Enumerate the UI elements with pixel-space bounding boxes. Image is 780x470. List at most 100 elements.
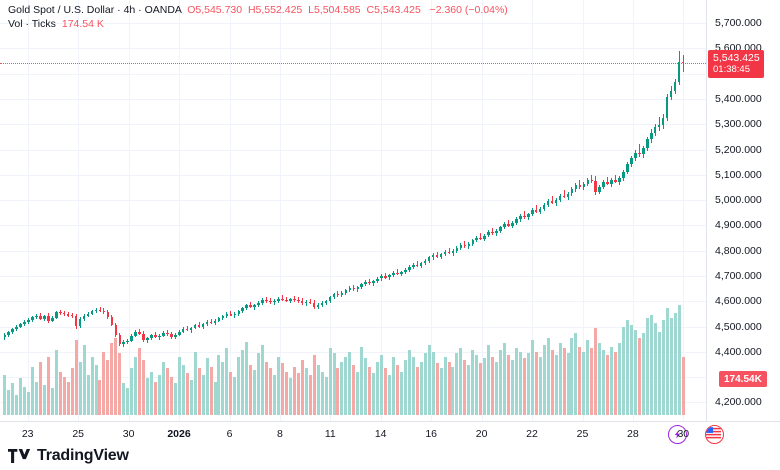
candle-body (475, 237, 478, 240)
candle-body (578, 185, 582, 188)
volume-bar (598, 343, 602, 415)
chart-plot-area[interactable] (0, 0, 706, 421)
time-axis-label: 2026 (167, 428, 191, 440)
grid-line-horizontal (0, 200, 706, 202)
volume-bar (237, 356, 241, 415)
candle-body (102, 310, 106, 313)
candle-body (404, 269, 407, 273)
candle-body (197, 325, 201, 327)
volume-value-badge[interactable]: 174.54K (719, 371, 767, 387)
volume-bar (98, 380, 102, 415)
candle-wick (353, 284, 355, 291)
volume-bar (110, 343, 114, 415)
price-axis-label: 5,100.000 (715, 168, 762, 181)
price-axis-label: 4,800.000 (715, 244, 762, 257)
volume-bar (102, 351, 106, 415)
candle-body (348, 288, 352, 291)
volume-bar (570, 338, 574, 415)
volume-bar (578, 346, 582, 415)
candle-body (582, 183, 586, 188)
grid-line-vertical (229, 0, 231, 421)
volume-bar (332, 353, 336, 415)
candle-body (249, 305, 252, 307)
grid-line-vertical (431, 0, 433, 421)
candle-wick (385, 272, 386, 279)
candle-body (459, 244, 463, 248)
candle-body (229, 314, 233, 316)
volume-bar (657, 331, 661, 415)
candle-body (610, 180, 613, 184)
candle-body (35, 315, 38, 318)
time-axis-label: 30 (122, 428, 135, 440)
tradingview-logo[interactable]: TradingView (8, 447, 129, 465)
volume-bar (582, 351, 586, 415)
us-flag-icon[interactable] (705, 425, 724, 444)
tradingview-wordmark: TradingView (37, 447, 129, 464)
candle-body (130, 335, 133, 341)
candle-body (51, 317, 54, 321)
volume-bar (467, 365, 471, 415)
volume-bar (649, 315, 653, 415)
price-axis-label: 5,700.000 (715, 17, 762, 30)
candle-body (209, 321, 213, 324)
current-price-badge[interactable]: 5,543.425 01:38:45 (708, 49, 764, 78)
candle-body (269, 301, 272, 303)
time-axis-label: 8 (276, 428, 283, 440)
candle-body (499, 227, 502, 231)
volume-bar (245, 341, 249, 415)
candle-body (570, 189, 574, 194)
candle-body (19, 324, 22, 327)
candle-body (245, 305, 248, 309)
time-scale[interactable]: 23 25 30 2026 6 8 11 14 16 20 22 25 28 30 (0, 421, 780, 446)
candle-wick (293, 296, 295, 302)
candle-body (261, 300, 264, 303)
grid-line-horizontal (0, 301, 706, 303)
volume-bar (165, 368, 169, 415)
volume-bar (665, 308, 669, 415)
volume-bar (185, 373, 189, 415)
volume-bar (225, 348, 229, 415)
candle-body (431, 255, 435, 258)
volume-bar (265, 361, 268, 415)
volume-bar (300, 360, 304, 415)
volume-bar (142, 360, 146, 415)
volume-bar (415, 366, 419, 415)
candle-body (515, 219, 518, 223)
candle-body (646, 139, 649, 148)
volume-bar (308, 375, 312, 415)
volume-bar (189, 380, 193, 415)
candle-body (443, 251, 447, 255)
candle-body (189, 327, 193, 330)
candle-body (630, 158, 633, 165)
volume-bar (610, 346, 614, 415)
candle-wick (155, 332, 156, 338)
volume-bar (459, 348, 463, 415)
candle-body (467, 243, 471, 247)
volume-bar (451, 366, 455, 415)
candle-body (193, 325, 197, 328)
price-scale[interactable]: 5,700.000 5,600.000 5,400.000 5,300.000 5,20… (706, 0, 780, 421)
grid-line-vertical (582, 0, 584, 421)
volume-bar (50, 388, 54, 415)
volume-bar (522, 358, 526, 415)
candle-body (356, 287, 360, 289)
volume-bar (296, 373, 300, 415)
volume-bar (626, 320, 629, 415)
candle-body (463, 244, 467, 247)
candle-body (185, 328, 189, 330)
candle-body (126, 340, 129, 343)
volume-bar (411, 356, 415, 415)
candle-body (205, 321, 209, 324)
lightning-bolt-icon[interactable] (668, 425, 687, 444)
candle-body (122, 342, 125, 345)
candle-body (546, 201, 550, 205)
candle-body (340, 292, 344, 296)
volume-bar (201, 375, 205, 415)
volume-bar (360, 346, 364, 415)
volume-bar (86, 375, 90, 415)
volume-bar (653, 323, 657, 415)
candle-body (491, 231, 494, 234)
candle-body (642, 148, 645, 155)
volume-bar (503, 343, 506, 415)
volume-bar (7, 390, 11, 415)
